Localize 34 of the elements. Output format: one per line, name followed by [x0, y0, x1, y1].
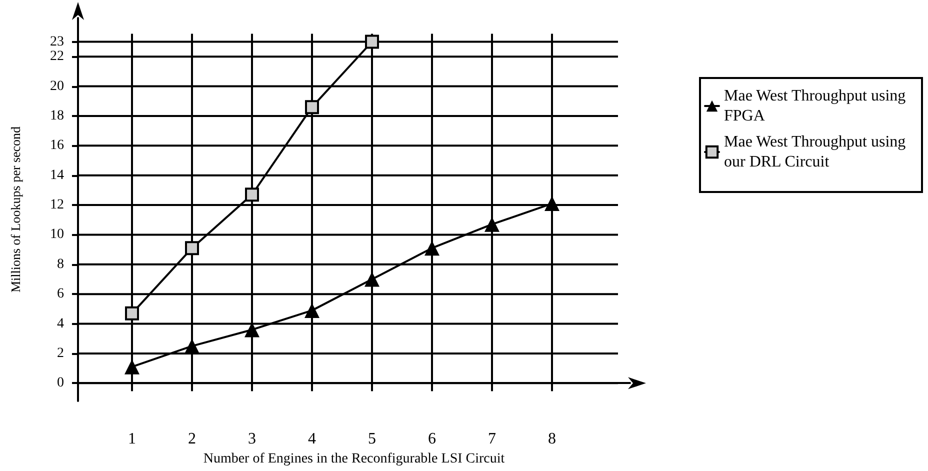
y-tick-label: 0 [57, 376, 64, 391]
y-tick-label: 12 [50, 198, 64, 213]
x-tick-label: 1 [128, 430, 136, 448]
y-axis-title: Millions of Lookups per second [8, 126, 23, 293]
y-tick-label: 2 [57, 346, 64, 361]
y-tick-label: 23 [50, 34, 64, 50]
x-tick-label: 2 [188, 430, 196, 448]
y-tick-label: 4 [57, 316, 64, 332]
x-tick-label: 7 [488, 430, 496, 448]
point [305, 100, 319, 114]
y-tick-label: 6 [57, 286, 64, 302]
x-tick-label: 4 [308, 430, 316, 448]
y-tick-label: 18 [50, 108, 64, 124]
legend-label: Mae West Throughput using FPGA [724, 88, 910, 124]
point [245, 188, 259, 202]
y-tick-label: 14 [50, 168, 64, 183]
point [424, 240, 440, 256]
point [125, 306, 139, 320]
point [365, 34, 379, 49]
x-tick-label: 6 [428, 430, 436, 448]
x-axis-title: Number of Engines in the Reconfigurable LSI Circuit [203, 451, 505, 466]
point [544, 196, 560, 212]
y-tick-label: 10 [50, 227, 64, 242]
y-tick-label: 22 [50, 49, 64, 64]
x-tick-label: 5 [368, 430, 376, 448]
y-tick-label: 8 [57, 256, 64, 272]
x-tick-label: 3 [248, 430, 256, 448]
point [185, 241, 199, 256]
y-tick-label: 20 [50, 78, 64, 94]
legend-label: Mae West Throughput using our DRL Circuit [724, 134, 910, 170]
point [364, 272, 380, 287]
point [184, 338, 200, 354]
x-tick-label: 8 [548, 430, 556, 448]
y-tick-label: 16 [50, 138, 64, 154]
